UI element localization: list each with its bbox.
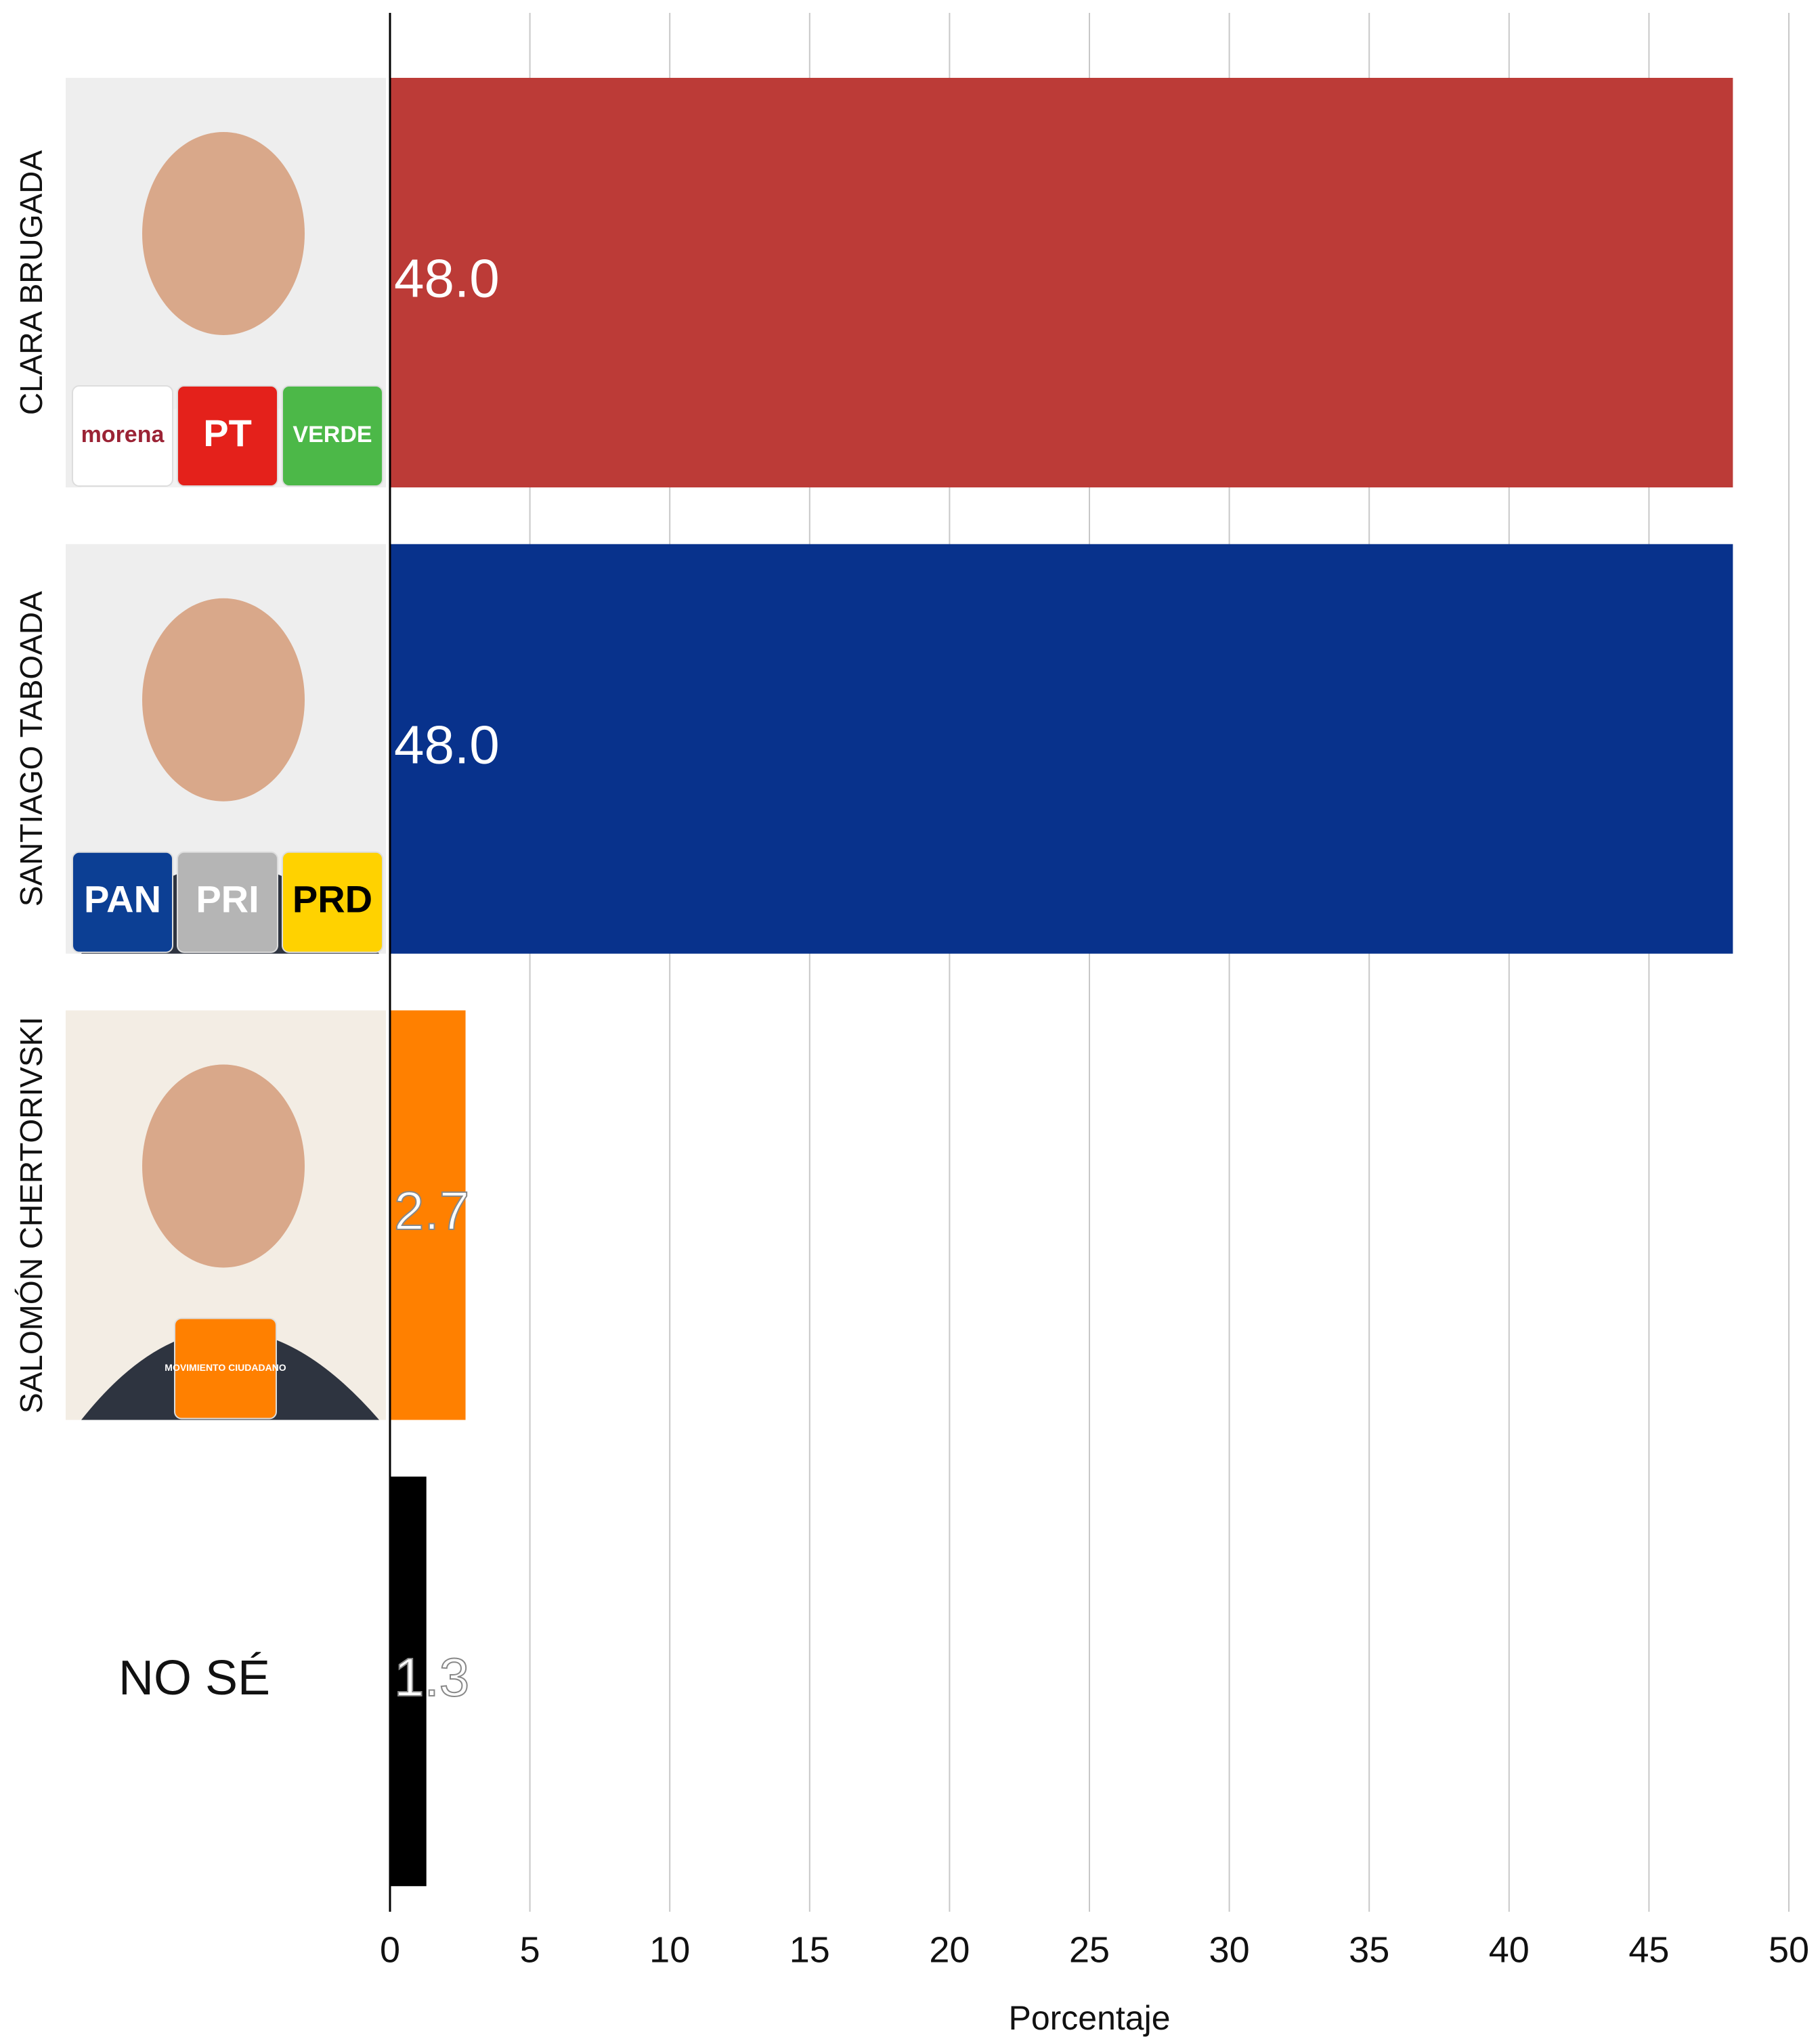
- x-tick-label: 10: [649, 1929, 690, 1970]
- candidate-photo: MOVIMIENTO CIUDADANO: [66, 1011, 386, 1420]
- bar: [390, 544, 1733, 954]
- photo-head: [142, 1065, 305, 1268]
- value-label: 48.0: [394, 248, 500, 309]
- party-logo-label: PAN: [84, 878, 161, 921]
- x-tick-label: 5: [520, 1929, 540, 1970]
- x-tick-label: 30: [1209, 1929, 1250, 1970]
- category-label: NO SÉ: [118, 1651, 270, 1705]
- x-tick-label: 25: [1069, 1929, 1110, 1970]
- category-label: SALOMÓN CHERTORIVSKI: [14, 1017, 49, 1413]
- photo-head: [142, 132, 305, 335]
- party-logo-label: VERDE: [292, 422, 372, 447]
- value-label: 1.3: [394, 1647, 469, 1707]
- category-label: CLARA BRUGADA: [14, 150, 49, 415]
- bar: [390, 78, 1733, 487]
- x-tick-label: 45: [1628, 1929, 1669, 1970]
- value-label: 2.7: [394, 1181, 469, 1241]
- x-tick-label: 15: [789, 1929, 830, 1970]
- x-tick-label: 0: [380, 1929, 400, 1970]
- candidate-photo: PAN PRI PRD: [66, 544, 386, 954]
- chart: Porcentaje 0510152025303540455048.0moren…: [0, 0, 1820, 2039]
- party-logo-label: PRI: [196, 878, 259, 921]
- category-label: SANTIAGO TABOADA: [14, 591, 49, 906]
- party-logo-label: PRD: [292, 878, 372, 921]
- party-logo-label: PT: [203, 412, 252, 454]
- value-label: 48.0: [394, 714, 500, 774]
- x-tick-label: 20: [929, 1929, 970, 1970]
- photo-head: [142, 598, 305, 802]
- party-logo-label: MOVIMIENTO CIUDADANO: [165, 1362, 286, 1373]
- candidate-photo: morena PT VERDE: [66, 78, 386, 487]
- x-tick-label: 50: [1769, 1929, 1809, 1970]
- x-axis-label: Porcentaje: [1008, 1999, 1170, 2037]
- x-tick-label: 40: [1489, 1929, 1530, 1970]
- x-tick-label: 35: [1349, 1929, 1389, 1970]
- party-logo-label: morena: [81, 422, 165, 447]
